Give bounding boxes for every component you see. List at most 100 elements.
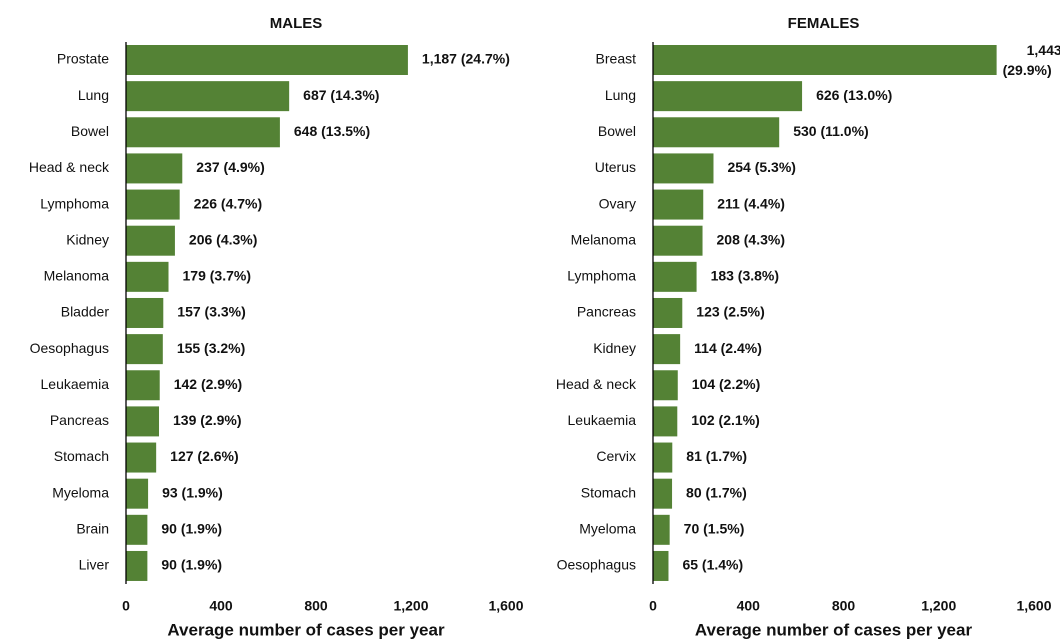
value-label: 157 (3.3%) xyxy=(177,304,245,320)
value-label: 648 (13.5%) xyxy=(294,123,370,139)
y-tick-label: Cervix xyxy=(596,448,636,464)
bar xyxy=(126,189,180,220)
x-tick-label: 400 xyxy=(209,598,233,614)
y-tick-label: Breast xyxy=(596,51,637,67)
y-tick-label: Leukaemia xyxy=(41,376,110,392)
value-label: 183 (3.8%) xyxy=(711,268,779,284)
bar xyxy=(653,45,997,75)
bar xyxy=(653,225,703,256)
value-label: 81 (1.7%) xyxy=(686,448,747,464)
value-label: 179 (3.7%) xyxy=(183,268,251,284)
bar xyxy=(653,189,704,220)
y-tick-label: Bowel xyxy=(71,123,109,139)
y-tick-label: Oesophagus xyxy=(30,340,109,356)
bar xyxy=(653,370,678,401)
bar xyxy=(126,334,163,365)
x-axis-label: Average number of cases per year xyxy=(167,620,445,639)
y-tick-label: Ovary xyxy=(599,195,636,211)
value-label: 530 (11.0%) xyxy=(793,123,869,139)
value-label: 114 (2.4%) xyxy=(694,340,762,356)
value-label: 206 (4.3%) xyxy=(189,231,257,247)
chart-title: MALES xyxy=(270,15,323,32)
bar xyxy=(126,45,408,75)
y-tick-label: Lung xyxy=(78,87,109,103)
y-tick-label: Head & neck xyxy=(29,159,110,175)
bar xyxy=(653,117,780,148)
y-tick-label: Prostate xyxy=(57,51,109,67)
value-label: 93 (1.9%) xyxy=(162,484,223,500)
value-label: 226 (4.7%) xyxy=(194,195,262,211)
bar xyxy=(126,81,290,112)
bar xyxy=(653,334,681,365)
y-tick-label: Brain xyxy=(76,521,109,537)
bar xyxy=(126,514,148,545)
x-tick-label: 1,600 xyxy=(488,598,523,614)
bar xyxy=(653,550,669,581)
value-label: 142 (2.9%) xyxy=(174,376,242,392)
bar xyxy=(653,153,714,184)
x-tick-label: 0 xyxy=(122,598,130,614)
y-tick-label: Bladder xyxy=(61,304,110,320)
y-tick-label: Myeloma xyxy=(579,521,636,537)
y-tick-label: Kidney xyxy=(593,340,636,356)
value-label: 127 (2.6%) xyxy=(170,448,238,464)
y-tick-label: Liver xyxy=(79,557,110,573)
bar xyxy=(126,153,183,184)
bar xyxy=(126,370,160,401)
x-axis-label: Average number of cases per year xyxy=(695,620,973,639)
bar xyxy=(126,550,148,581)
bar xyxy=(653,406,678,437)
y-tick-label: Lymphoma xyxy=(567,268,636,284)
y-tick-label: Melanoma xyxy=(571,231,637,247)
value-label: 626 (13.0%) xyxy=(816,87,892,103)
x-tick-label: 800 xyxy=(832,598,856,614)
value-label: 90 (1.9%) xyxy=(161,557,222,573)
y-tick-label: Pancreas xyxy=(50,412,109,428)
value-label: 65 (1.4%) xyxy=(682,557,743,573)
y-tick-label: Pancreas xyxy=(577,304,636,320)
x-tick-label: 0 xyxy=(649,598,657,614)
value-label: 254 (5.3%) xyxy=(727,159,795,175)
bar xyxy=(126,297,164,328)
bar xyxy=(126,478,149,509)
y-tick-label: Bowel xyxy=(598,123,636,139)
value-label: 102 (2.1%) xyxy=(691,412,759,428)
value-label: 90 (1.9%) xyxy=(161,521,222,537)
x-tick-label: 1,600 xyxy=(1016,598,1051,614)
bar xyxy=(126,225,175,256)
y-tick-label: Leukaemia xyxy=(568,412,637,428)
y-tick-label: Stomach xyxy=(581,484,636,500)
value-label: 211 (4.4%) xyxy=(717,195,785,211)
value-label: 139 (2.9%) xyxy=(173,412,241,428)
y-tick-label: Lymphoma xyxy=(40,195,109,211)
value-label: 1,187 (24.7%) xyxy=(422,51,510,67)
value-label: 80 (1.7%) xyxy=(686,484,747,500)
x-tick-label: 1,200 xyxy=(921,598,956,614)
y-tick-label: Kidney xyxy=(66,231,109,247)
value-label: 70 (1.5%) xyxy=(684,521,745,537)
bar xyxy=(126,406,160,437)
bar xyxy=(653,514,670,545)
value-label: 237 (4.9%) xyxy=(196,159,264,175)
y-tick-label: Melanoma xyxy=(44,268,110,284)
y-tick-label: Stomach xyxy=(54,448,109,464)
bar xyxy=(653,81,803,112)
bar xyxy=(126,117,280,148)
value-label: 155 (3.2%) xyxy=(177,340,245,356)
bar xyxy=(653,297,683,328)
bar xyxy=(653,261,697,292)
value-label: 1,443 (29.9%) xyxy=(1003,42,1060,78)
y-tick-label: Uterus xyxy=(595,159,636,175)
value-label: 687 (14.3%) xyxy=(303,87,379,103)
bar xyxy=(653,442,673,473)
y-tick-label: Oesophagus xyxy=(557,557,636,573)
bar xyxy=(126,442,157,473)
chart-title: FEMALES xyxy=(788,15,860,32)
y-tick-label: Lung xyxy=(605,87,636,103)
x-tick-label: 1,200 xyxy=(393,598,428,614)
bar xyxy=(126,261,169,292)
x-tick-label: 800 xyxy=(304,598,328,614)
value-label: 123 (2.5%) xyxy=(696,304,764,320)
y-tick-label: Myeloma xyxy=(52,484,109,500)
